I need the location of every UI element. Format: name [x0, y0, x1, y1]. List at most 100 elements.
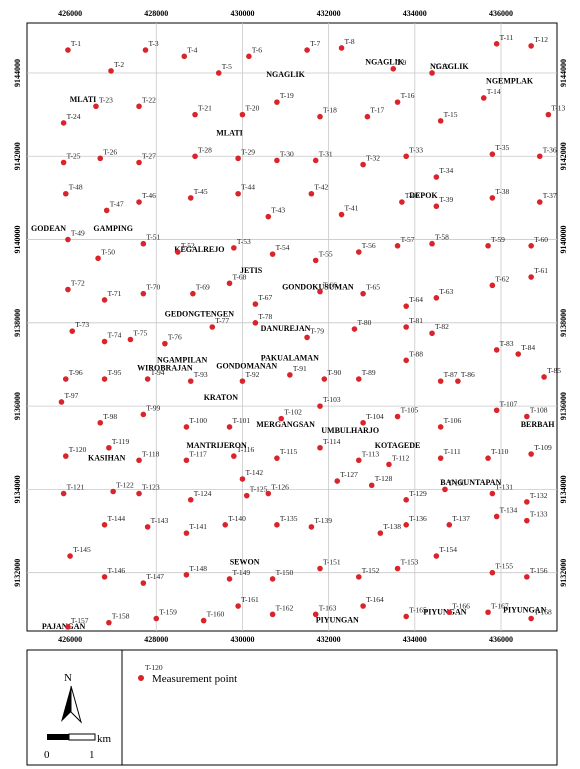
measurement-point-label: T-130: [448, 478, 466, 487]
measurement-point: [101, 376, 108, 382]
measurement-point: [67, 553, 73, 559]
measurement-point-label: T-18: [323, 106, 337, 115]
measurement-point-label: T-49: [71, 229, 85, 238]
measurement-point-label: T-126: [271, 483, 289, 492]
measurement-point-label: T-139: [314, 516, 332, 525]
measurement-point-label: T-162: [276, 603, 294, 612]
measurement-point-label: T-86: [461, 370, 475, 379]
measurement-point-label: T-36: [543, 145, 557, 154]
measurement-point: [433, 553, 440, 559]
measurement-point: [97, 155, 104, 162]
measurement-point-label: T-33: [409, 145, 423, 154]
measurement-point: [524, 517, 530, 524]
measurement-point-label: T-53: [237, 237, 251, 246]
measurement-point-label: T-66: [323, 281, 337, 290]
measurement-point: [355, 249, 362, 255]
measurement-point: [231, 245, 237, 251]
measurement-point: [101, 574, 108, 580]
measurement-point: [403, 324, 409, 330]
place-label: NGAGLIK: [430, 62, 469, 71]
measurement-point-label: T-34: [439, 166, 453, 175]
measurement-point-label: T-100: [189, 416, 207, 425]
measurement-point: [360, 603, 366, 609]
measurement-point-label: T-77: [215, 316, 229, 325]
measurement-point: [101, 338, 108, 345]
measurement-point-label: T-168: [534, 608, 552, 617]
measurement-point-label: T-74: [108, 331, 122, 340]
measurement-point: [528, 615, 534, 622]
measurement-point: [269, 611, 276, 618]
measurement-point-label: T-150: [276, 568, 294, 577]
place-label: GONDOKUSUMAN: [282, 283, 354, 292]
measurement-point-label: T-7: [310, 39, 320, 48]
measurement-point: [524, 413, 530, 420]
measurement-point-label: T-94: [151, 368, 165, 377]
measurement-point: [528, 242, 534, 249]
measurement-point: [65, 624, 71, 630]
measurement-point-label: T-29: [241, 147, 255, 156]
place-label: GAMPING: [93, 224, 133, 233]
place-label: WIROBRAJAN: [137, 364, 193, 373]
measurement-point: [390, 66, 397, 72]
measurement-point-label: T-167: [491, 601, 509, 610]
measurement-point: [493, 407, 500, 414]
place-label: KRATON: [204, 393, 239, 402]
measurement-point: [403, 522, 409, 528]
measurement-point: [235, 603, 241, 609]
measurement-point-label: T-112: [392, 453, 410, 462]
measurement-point: [351, 326, 358, 332]
measurement-point: [437, 118, 444, 124]
legend-sample-label: T-120: [145, 663, 163, 672]
x-tick-label-top: 434000: [403, 9, 427, 18]
y-tick-label-left: 9140000: [13, 226, 22, 254]
measurement-point: [136, 457, 142, 464]
measurement-point-label: T-136: [409, 514, 427, 523]
measurement-point: [317, 444, 323, 451]
gridlines: [27, 23, 557, 631]
measurement-point-label: T-145: [73, 545, 91, 554]
measurement-point-label: T-141: [189, 522, 207, 531]
measurement-point-label: T-157: [71, 616, 89, 625]
measurement-point: [187, 378, 194, 384]
place-label: MLATI: [70, 95, 97, 104]
measurement-point-label: T-128: [375, 474, 393, 483]
measurement-points: T-1 T-2 T-3 T-4 T-5 T-6 T-7 T-8 T-9 T-10 T-11 T-12 T…: [58, 33, 566, 630]
measurement-point-label: T-88: [409, 349, 423, 358]
measurement-point-label: T-142: [245, 468, 263, 477]
measurement-point-label: T-54: [276, 243, 290, 252]
measurement-point-label: T-46: [142, 191, 156, 200]
measurement-point: [394, 413, 401, 420]
measurement-point-label: T-78: [258, 312, 272, 321]
measurement-point-label: T-132: [530, 491, 548, 500]
measurement-point-label: T-98: [103, 412, 117, 421]
measurement-point-label: T-27: [142, 152, 156, 161]
measurement-point: [181, 53, 188, 60]
scale-bar: [47, 733, 96, 741]
place-label: PIYUNGAN: [423, 607, 466, 616]
measurement-point: [140, 411, 147, 418]
measurement-point-label: T-47: [110, 199, 124, 208]
measurement-point: [239, 476, 246, 482]
measurement-point-label: T-84: [521, 343, 535, 352]
x-tick-label-bottom: 426000: [58, 635, 82, 644]
measurement-point-label: T-32: [366, 154, 380, 163]
measurement-point-label: T-101: [233, 416, 251, 425]
measurement-point: [274, 157, 280, 164]
measurement-point-label: T-3: [148, 39, 158, 48]
y-tick-label-right: 9138000: [559, 309, 568, 337]
measurement-point-label: T-117: [189, 449, 207, 458]
measurement-point-label: T-40: [405, 191, 419, 200]
measurement-point: [127, 336, 134, 343]
place-label: NGAMPILAN: [157, 355, 207, 364]
measurement-point: [338, 211, 345, 218]
measurement-point-label: T-75: [133, 328, 147, 337]
measurement-point: [142, 47, 149, 53]
measurement-point: [437, 455, 444, 461]
measurement-point: [355, 457, 362, 464]
measurement-point: [108, 68, 114, 74]
y-tick-label-left: 9138000: [13, 309, 22, 337]
measurement-point: [287, 372, 293, 378]
measurement-point-label: T-127: [340, 470, 358, 479]
place-label: PAJANGAN: [42, 622, 86, 631]
